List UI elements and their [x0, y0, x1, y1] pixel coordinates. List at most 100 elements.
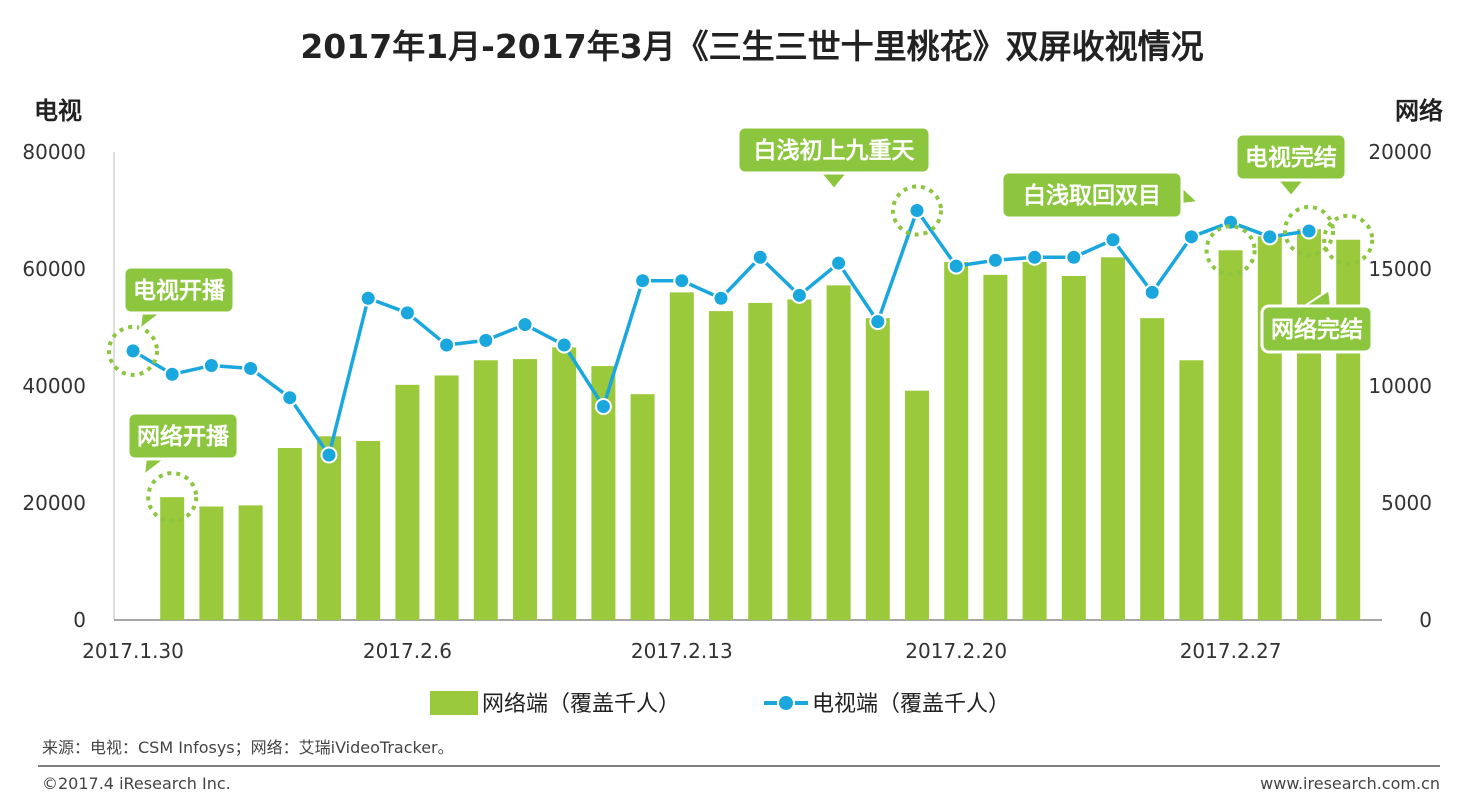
- line-point: [1182, 228, 1200, 246]
- line-point: [790, 286, 808, 304]
- highlight-ring: [1204, 224, 1257, 277]
- highlight-ring: [1283, 204, 1335, 257]
- x-tick-label: 2017.2.6: [363, 639, 452, 663]
- bar: [944, 261, 969, 620]
- bar: [1218, 250, 1243, 620]
- source-note: 来源：电视：CSM Infosys；网络：艾瑞iVideoTracker。: [42, 738, 454, 757]
- callout: 网络完结: [1260, 213, 1375, 354]
- bar: [1297, 229, 1321, 620]
- callout: 电视开播: [107, 265, 236, 377]
- line-point: [634, 272, 652, 290]
- line-point: [1143, 283, 1161, 301]
- left-axis-title: 电视: [34, 97, 82, 125]
- bar: [356, 440, 381, 620]
- callout: 电视完结: [1234, 132, 1348, 257]
- callout-label: 电视完结: [1245, 144, 1337, 171]
- line-point: [1104, 231, 1122, 249]
- callout-box: [122, 265, 236, 315]
- legend-bar-swatch: [430, 691, 478, 715]
- bar: [317, 436, 341, 620]
- highlight-ring: [107, 324, 159, 377]
- bar: [277, 448, 302, 620]
- right-tick-label: 20000: [1368, 140, 1432, 164]
- bar: [473, 360, 498, 620]
- callout: 网络开播: [126, 411, 240, 524]
- line-point: [124, 342, 142, 360]
- callout-box: [1000, 170, 1184, 220]
- chart-title: 2017年1月-2017年3月《三生三世十里桃花》双屏收视情况: [300, 27, 1203, 66]
- line-point: [1026, 248, 1044, 266]
- line-point: [986, 251, 1004, 269]
- line-point: [1300, 222, 1318, 240]
- callout-box: [1260, 304, 1374, 354]
- x-tick-label: 2017.1.30: [82, 639, 184, 663]
- callout: 白浅取回双目: [1000, 170, 1257, 277]
- left-tick-label: 40000: [22, 374, 86, 398]
- line-point: [908, 202, 926, 219]
- line-point: [438, 336, 456, 354]
- bar: [160, 497, 185, 620]
- bar: [826, 285, 851, 620]
- bar: [905, 390, 929, 620]
- line-point: [359, 289, 377, 307]
- right-tick-label: 0: [1419, 608, 1432, 632]
- highlight-ring: [146, 471, 199, 524]
- callout-tail: [1180, 183, 1201, 206]
- callout-box: [1234, 132, 1348, 182]
- bar: [1179, 360, 1204, 620]
- bar: [238, 505, 263, 620]
- line-point: [751, 248, 769, 266]
- bar: [552, 347, 577, 620]
- legend-line-label: 电视端（覆盖千人）: [812, 692, 1010, 717]
- callout-tail: [142, 457, 169, 478]
- bar: [1140, 318, 1165, 620]
- highlight-ring: [1322, 213, 1375, 266]
- right-axis-title: 网络: [1395, 97, 1443, 125]
- right-tick-label: 15000: [1368, 257, 1432, 281]
- bar: [1101, 257, 1125, 620]
- legend-bar-label: 网络端（覆盖千人）: [482, 692, 680, 717]
- left-tick-label: 20000: [22, 491, 86, 515]
- line-point: [320, 446, 338, 464]
- website: www.iresearch.com.cn: [1260, 774, 1440, 793]
- line-point: [242, 359, 260, 377]
- bar: [630, 394, 655, 620]
- line-point: [947, 257, 965, 275]
- legend: 网络端（覆盖千人） 电视端（覆盖千人）: [430, 691, 1010, 717]
- bar: [669, 292, 694, 620]
- callout-tail: [138, 311, 165, 332]
- callout-label: 白浅取回双目: [1023, 182, 1161, 209]
- bar: [434, 375, 459, 620]
- bar: [1022, 261, 1047, 620]
- line-series: [124, 202, 1318, 464]
- x-tick-label: 2017.2.20: [905, 639, 1007, 663]
- line-point: [202, 357, 220, 375]
- bar: [1061, 276, 1086, 620]
- line-point: [1065, 248, 1083, 266]
- callout-label: 电视开播: [133, 277, 226, 304]
- line-point: [830, 254, 848, 272]
- callout-box: [126, 411, 240, 461]
- x-tick-label: 2017.2.27: [1180, 639, 1282, 663]
- copyright: ©2017.4 iResearch Inc.: [42, 774, 231, 793]
- line-point: [594, 397, 612, 415]
- bar: [1257, 236, 1282, 621]
- bar: [1336, 239, 1361, 620]
- callout-label: 网络完结: [1271, 316, 1363, 343]
- bar: [787, 299, 812, 620]
- line-point: [516, 316, 534, 334]
- right-tick-label: 5000: [1381, 491, 1432, 515]
- line-point: [869, 313, 887, 331]
- bar-series: [160, 229, 1361, 621]
- left-tick-label: 80000: [22, 140, 86, 164]
- bar: [983, 274, 1008, 620]
- legend-line-marker: [777, 694, 795, 712]
- bar: [748, 302, 773, 620]
- line-point: [673, 272, 691, 290]
- callout-tail: [1274, 178, 1308, 198]
- left-tick-label: 0: [73, 608, 86, 632]
- line-point: [555, 336, 573, 354]
- line-point: [1261, 228, 1279, 246]
